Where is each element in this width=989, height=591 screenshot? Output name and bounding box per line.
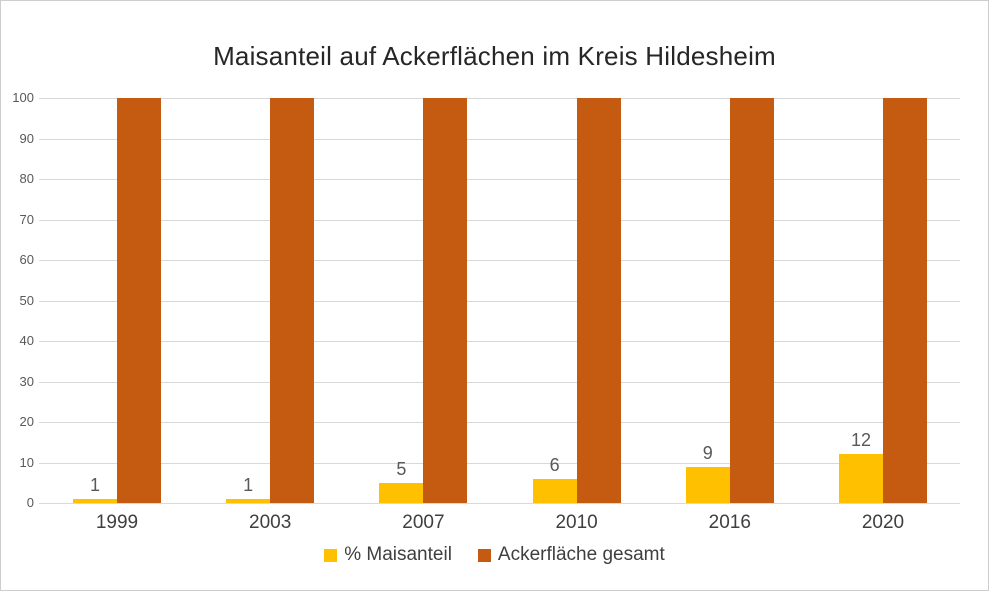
x-axis-tick-2010: 2010 [555,512,598,533]
y-axis-tick-20: 20 [19,414,34,429]
gridline-90 [39,138,960,140]
gridline-30 [39,381,960,383]
gridline-20 [39,422,960,423]
data-label-2020: 12 [850,430,872,451]
bar-maisanteil-2010 [532,478,577,503]
y-axis-tick-90: 90 [19,130,34,146]
data-label-1999: 1 [89,474,100,495]
gridline-60 [39,260,960,261]
y-axis-tick-30: 30 [19,373,34,389]
gridline-100 [39,98,960,99]
legend-item-ackerflaeche: Ackerfläche gesamt [477,544,665,566]
y-axis-tick-60: 60 [19,252,34,267]
y-axis-tick-10: 10 [19,454,34,470]
bar-maisanteil-2016 [685,466,730,503]
x-axis-tick-2020: 2020 [861,512,905,533]
x-axis-tick-2003: 2003 [249,512,292,533]
y-axis-tick-100: 100 [12,90,34,105]
gridline-80 [39,179,960,180]
gridline-40 [39,341,960,342]
gridline-70 [39,219,960,221]
bar-ackerflaeche-2020 [883,98,927,503]
y-axis-tick-40: 40 [19,333,34,348]
gridline-10 [39,462,960,464]
data-label-2016: 9 [702,442,713,463]
y-axis-tick-50: 50 [19,292,34,308]
legend-label-ackerflaeche: Ackerfläche gesamt [497,544,665,565]
gridline-50 [39,300,960,302]
legend-item-maisanteil: % Maisanteil [324,544,452,566]
bar-ackerflaeche-2010 [576,98,621,503]
data-label-2003: 1 [243,474,254,495]
chart-title: Maisanteil auf Ackerflächen im Kreis Hil… [213,41,776,71]
x-axis-tick-2016: 2016 [708,512,751,533]
legend-label-maisanteil: % Maisanteil [344,544,452,565]
x-axis-tick-1999: 1999 [95,512,139,533]
legend: % Maisanteil Ackerfläche gesamt [1,544,988,566]
legend-swatch-maisanteil-icon [324,548,338,562]
y-axis-tick-0: 0 [26,495,34,510]
gridline-0 [39,503,960,504]
bar-ackerflaeche-2007 [423,98,468,503]
bar-ackerflaeche-1999 [117,98,161,503]
legend-swatch-ackerflaeche-icon [477,548,491,562]
y-axis-tick-80: 80 [19,171,34,186]
data-label-2010: 6 [549,454,560,475]
bar-maisanteil-1999 [73,498,117,503]
bar-maisanteil-2003 [226,498,271,503]
bar-ackerflaeche-2016 [729,98,774,503]
plot-area: 1 1 5 6 9 12 [39,98,960,504]
y-axis-tick-70: 70 [19,211,34,227]
data-label-2007: 5 [396,458,407,479]
bar-maisanteil-2020 [839,454,883,503]
bar-ackerflaeche-2003 [270,98,315,503]
x-axis-tick-2007: 2007 [402,512,445,533]
bar-maisanteil-2007 [379,482,424,503]
